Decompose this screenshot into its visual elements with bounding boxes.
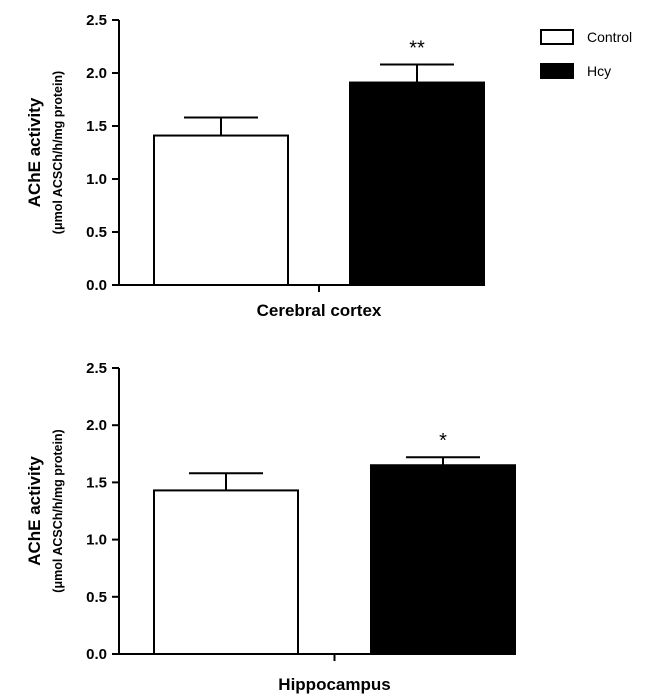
x-axis-title: Cerebral cortex: [257, 301, 382, 320]
bar-hcy: [370, 464, 516, 655]
legend-label-hcy: Hcy: [587, 63, 611, 79]
bar-hcy: [349, 81, 485, 287]
legend: Control Hcy: [540, 29, 632, 79]
panel-hippocampus: 0.0 0.5 1.0 1.5 2.0 2.5 * AChE activity (μmol AC…: [25, 360, 516, 694]
legend-swatch-control: [540, 29, 574, 45]
legend-label-control: Control: [587, 29, 632, 45]
bar-control: [153, 134, 289, 286]
y-tick-label: 1.0: [86, 171, 107, 188]
y-axis-subtitle: (μmol ACSCh/h/mg protein): [51, 71, 65, 234]
y-axis-title: AChE activity: [25, 456, 44, 566]
bar-control: [153, 489, 299, 655]
x-axis-title: Hippocampus: [278, 675, 390, 694]
panel-cerebral-cortex: 0.0 0.5 1.0 1.5 2.0 2.5 ** AChE activity (μmol A…: [25, 12, 485, 320]
y-tick-label: 1.5: [86, 474, 107, 491]
y-axis-subtitle: (μmol ACSCh/h/mg protein): [51, 429, 65, 592]
y-tick-label: 0.5: [86, 224, 107, 241]
y-tick-label: 0.5: [86, 589, 107, 606]
y-axis-title: AChE activity: [25, 97, 44, 207]
y-tick-label: 0.0: [86, 277, 107, 294]
y-tick-label: 1.0: [86, 532, 107, 549]
y-tick-label: 2.5: [86, 12, 107, 29]
y-tick-label: 1.5: [86, 118, 107, 135]
y-tick-label: 2.5: [86, 360, 107, 377]
y-tick-label: 2.0: [86, 417, 107, 434]
legend-swatch-hcy: [540, 63, 574, 79]
significance-label: **: [409, 38, 425, 60]
y-tick-label: 0.0: [86, 646, 107, 663]
y-tick-label: 2.0: [86, 65, 107, 82]
significance-label: *: [439, 430, 447, 452]
